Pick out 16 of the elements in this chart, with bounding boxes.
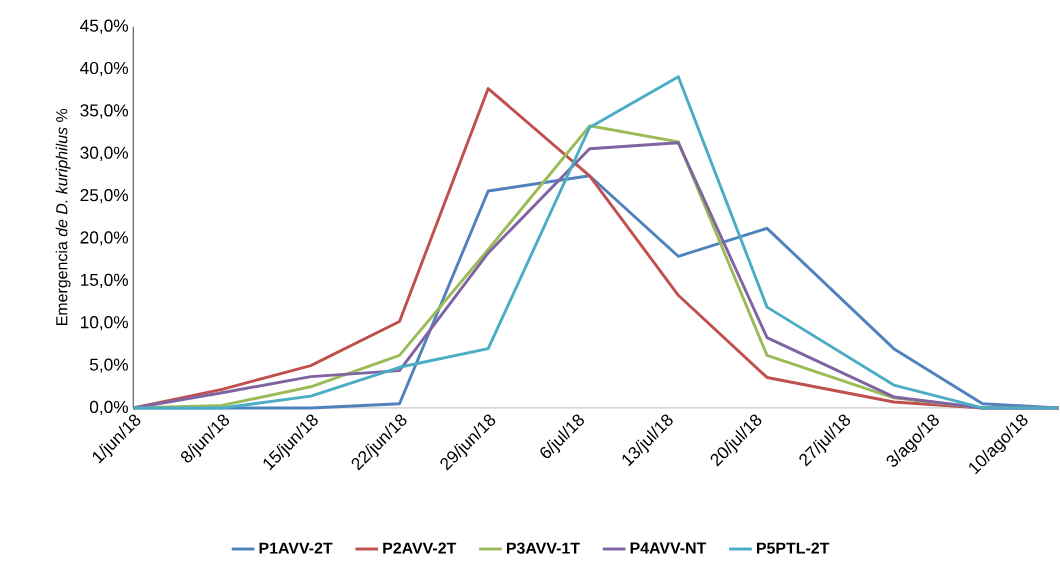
y-tick-label: 45,0% — [80, 19, 129, 34]
legend-label: P4AVV-NT — [630, 542, 707, 554]
y-tick-label: 5,0% — [89, 358, 129, 373]
y-tick-label: 15,0% — [80, 273, 129, 289]
y-tick-label: 30,0% — [80, 146, 129, 162]
y-tick-label: 0,0% — [89, 401, 129, 416]
y-tick-label: 20,0% — [80, 231, 129, 246]
y-tick-label: 35,0% — [80, 104, 129, 119]
legend-label: P3AVV-1T — [506, 542, 580, 554]
y-tick-label: 25,0% — [80, 189, 129, 204]
y-axis-title: Emergencia de D. kuriphilus % — [55, 109, 71, 326]
legend-label: P2AVV-2T — [383, 542, 457, 554]
y-tick-label: 10,0% — [80, 316, 129, 331]
legend-label: P1AVV-2T — [259, 542, 333, 554]
legend-label: P5PTL-2T — [756, 542, 830, 554]
y-tick-label: 40,0% — [80, 62, 129, 77]
